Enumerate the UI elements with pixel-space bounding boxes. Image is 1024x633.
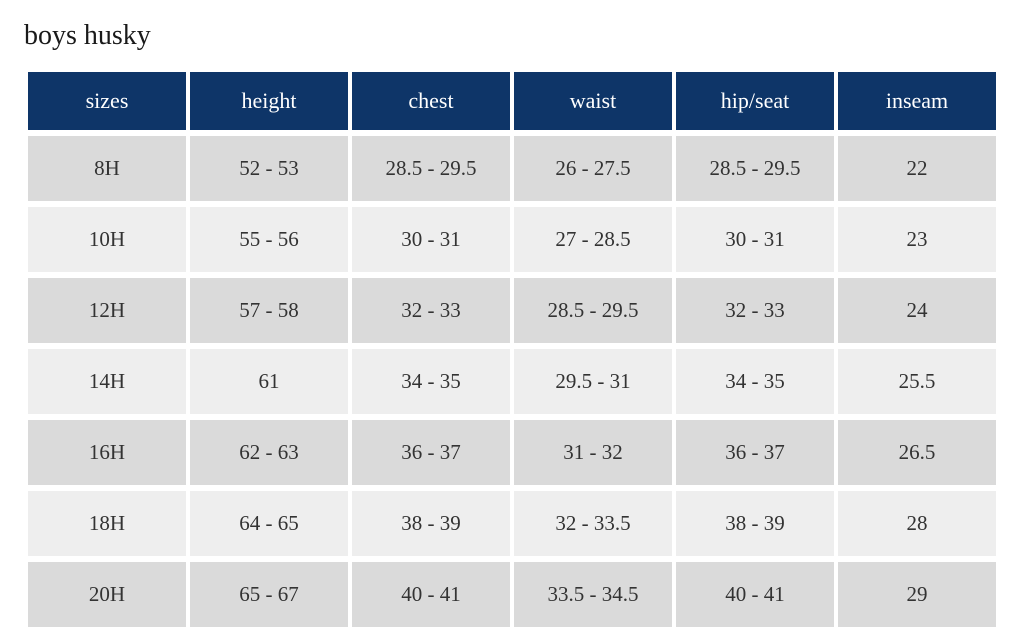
cell-height: 64 - 65 xyxy=(190,491,348,556)
col-header-height: height xyxy=(190,72,348,130)
cell-hip: 40 - 41 xyxy=(676,562,834,627)
cell-hip: 30 - 31 xyxy=(676,207,834,272)
cell-inseam: 29 xyxy=(838,562,996,627)
cell-inseam: 23 xyxy=(838,207,996,272)
cell-size: 12H xyxy=(28,278,186,343)
cell-inseam: 25.5 xyxy=(838,349,996,414)
cell-height: 61 xyxy=(190,349,348,414)
cell-height: 52 - 53 xyxy=(190,136,348,201)
table-row: 16H 62 - 63 36 - 37 31 - 32 36 - 37 26.5 xyxy=(28,420,996,485)
table-row: 20H 65 - 67 40 - 41 33.5 - 34.5 40 - 41 … xyxy=(28,562,996,627)
cell-chest: 28.5 - 29.5 xyxy=(352,136,510,201)
page-title: boys husky xyxy=(24,20,1000,52)
cell-size: 10H xyxy=(28,207,186,272)
cell-chest: 36 - 37 xyxy=(352,420,510,485)
col-header-hipseat: hip/seat xyxy=(676,72,834,130)
table-header-row: sizes height chest waist hip/seat inseam xyxy=(28,72,996,130)
cell-waist: 29.5 - 31 xyxy=(514,349,672,414)
cell-hip: 28.5 - 29.5 xyxy=(676,136,834,201)
col-header-inseam: inseam xyxy=(838,72,996,130)
cell-chest: 30 - 31 xyxy=(352,207,510,272)
cell-size: 16H xyxy=(28,420,186,485)
table-row: 8H 52 - 53 28.5 - 29.5 26 - 27.5 28.5 - … xyxy=(28,136,996,201)
col-header-waist: waist xyxy=(514,72,672,130)
size-chart-table: sizes height chest waist hip/seat inseam… xyxy=(24,66,1000,633)
table-row: 14H 61 34 - 35 29.5 - 31 34 - 35 25.5 xyxy=(28,349,996,414)
table-row: 18H 64 - 65 38 - 39 32 - 33.5 38 - 39 28 xyxy=(28,491,996,556)
cell-height: 65 - 67 xyxy=(190,562,348,627)
cell-size: 14H xyxy=(28,349,186,414)
cell-waist: 32 - 33.5 xyxy=(514,491,672,556)
cell-hip: 36 - 37 xyxy=(676,420,834,485)
cell-hip: 34 - 35 xyxy=(676,349,834,414)
cell-waist: 28.5 - 29.5 xyxy=(514,278,672,343)
cell-size: 8H xyxy=(28,136,186,201)
table-row: 10H 55 - 56 30 - 31 27 - 28.5 30 - 31 23 xyxy=(28,207,996,272)
cell-height: 62 - 63 xyxy=(190,420,348,485)
cell-size: 20H xyxy=(28,562,186,627)
col-header-chest: chest xyxy=(352,72,510,130)
cell-inseam: 28 xyxy=(838,491,996,556)
cell-chest: 34 - 35 xyxy=(352,349,510,414)
cell-waist: 33.5 - 34.5 xyxy=(514,562,672,627)
cell-chest: 40 - 41 xyxy=(352,562,510,627)
cell-hip: 32 - 33 xyxy=(676,278,834,343)
cell-inseam: 26.5 xyxy=(838,420,996,485)
cell-inseam: 22 xyxy=(838,136,996,201)
cell-size: 18H xyxy=(28,491,186,556)
table-row: 12H 57 - 58 32 - 33 28.5 - 29.5 32 - 33 … xyxy=(28,278,996,343)
cell-chest: 38 - 39 xyxy=(352,491,510,556)
cell-waist: 26 - 27.5 xyxy=(514,136,672,201)
cell-waist: 31 - 32 xyxy=(514,420,672,485)
cell-height: 55 - 56 xyxy=(190,207,348,272)
cell-inseam: 24 xyxy=(838,278,996,343)
cell-hip: 38 - 39 xyxy=(676,491,834,556)
cell-height: 57 - 58 xyxy=(190,278,348,343)
cell-chest: 32 - 33 xyxy=(352,278,510,343)
col-header-sizes: sizes xyxy=(28,72,186,130)
cell-waist: 27 - 28.5 xyxy=(514,207,672,272)
